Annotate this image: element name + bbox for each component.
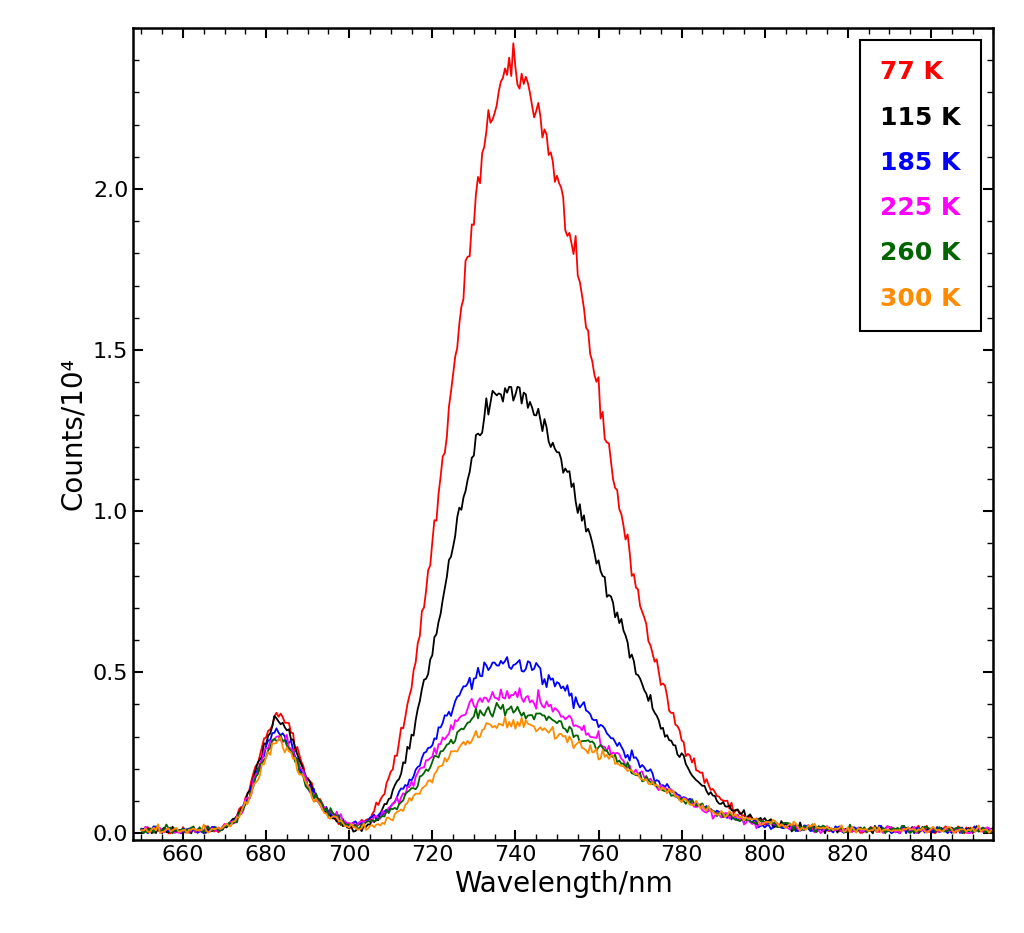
- 185 K: [501, 651, 513, 662]
- 225 K: [896, 823, 908, 834]
- 115 K: [252, 757, 264, 768]
- Legend: 77 K, 115 K, 185 K, 225 K, 260 K, 300 K: 77 K, 115 K, 185 K, 225 K, 260 K, 300 K: [860, 40, 981, 330]
- 260 K: [137, 828, 150, 839]
- Line: 185 K: 185 K: [141, 657, 995, 833]
- 300 K: [200, 824, 212, 835]
- 260 K: [349, 819, 361, 830]
- 185 K: [896, 824, 908, 835]
- 77 K: [989, 827, 1001, 838]
- 260 K: [979, 827, 991, 838]
- 185 K: [200, 822, 212, 833]
- 260 K: [252, 769, 264, 780]
- 115 K: [979, 823, 991, 834]
- Line: 225 K: 225 K: [141, 689, 995, 833]
- 115 K: [135, 824, 147, 835]
- 300 K: [989, 823, 1001, 834]
- 225 K: [347, 817, 359, 829]
- X-axis label: Wavelength/nm: Wavelength/nm: [454, 870, 673, 898]
- 77 K: [507, 37, 519, 49]
- 115 K: [503, 382, 515, 393]
- 115 K: [444, 551, 457, 563]
- Line: 260 K: 260 K: [141, 703, 995, 833]
- 77 K: [200, 820, 212, 831]
- 225 K: [979, 826, 991, 837]
- 225 K: [198, 826, 210, 837]
- 185 K: [979, 827, 991, 838]
- 185 K: [141, 828, 154, 839]
- 115 K: [145, 828, 158, 839]
- 260 K: [989, 825, 1001, 836]
- 115 K: [896, 825, 908, 836]
- 77 K: [252, 759, 264, 770]
- 300 K: [349, 822, 361, 833]
- 300 K: [896, 826, 908, 837]
- 260 K: [135, 824, 147, 835]
- Y-axis label: Counts/10⁴: Counts/10⁴: [59, 357, 87, 510]
- 225 K: [250, 770, 262, 781]
- 260 K: [200, 824, 212, 835]
- 300 K: [444, 745, 457, 757]
- 260 K: [444, 734, 457, 745]
- 185 K: [444, 710, 457, 721]
- 185 K: [252, 762, 264, 773]
- 115 K: [200, 828, 212, 839]
- 185 K: [989, 822, 1001, 833]
- 77 K: [896, 824, 908, 835]
- 185 K: [349, 815, 361, 827]
- 77 K: [444, 386, 457, 397]
- 77 K: [162, 828, 174, 839]
- 225 K: [989, 823, 1001, 834]
- 225 K: [513, 683, 525, 694]
- 77 K: [135, 824, 147, 835]
- 185 K: [135, 823, 147, 834]
- 260 K: [896, 820, 908, 831]
- 225 K: [894, 828, 906, 839]
- 115 K: [349, 826, 361, 837]
- 225 K: [135, 825, 147, 836]
- 300 K: [181, 828, 194, 839]
- 225 K: [442, 729, 455, 740]
- 260 K: [490, 697, 503, 708]
- 77 K: [349, 822, 361, 833]
- Line: 300 K: 300 K: [141, 717, 995, 833]
- 300 K: [252, 774, 264, 786]
- 115 K: [989, 827, 1001, 838]
- 300 K: [135, 825, 147, 836]
- Line: 77 K: 77 K: [141, 43, 995, 833]
- Line: 115 K: 115 K: [141, 387, 995, 833]
- 77 K: [979, 827, 991, 838]
- 300 K: [499, 711, 511, 722]
- 300 K: [979, 824, 991, 835]
